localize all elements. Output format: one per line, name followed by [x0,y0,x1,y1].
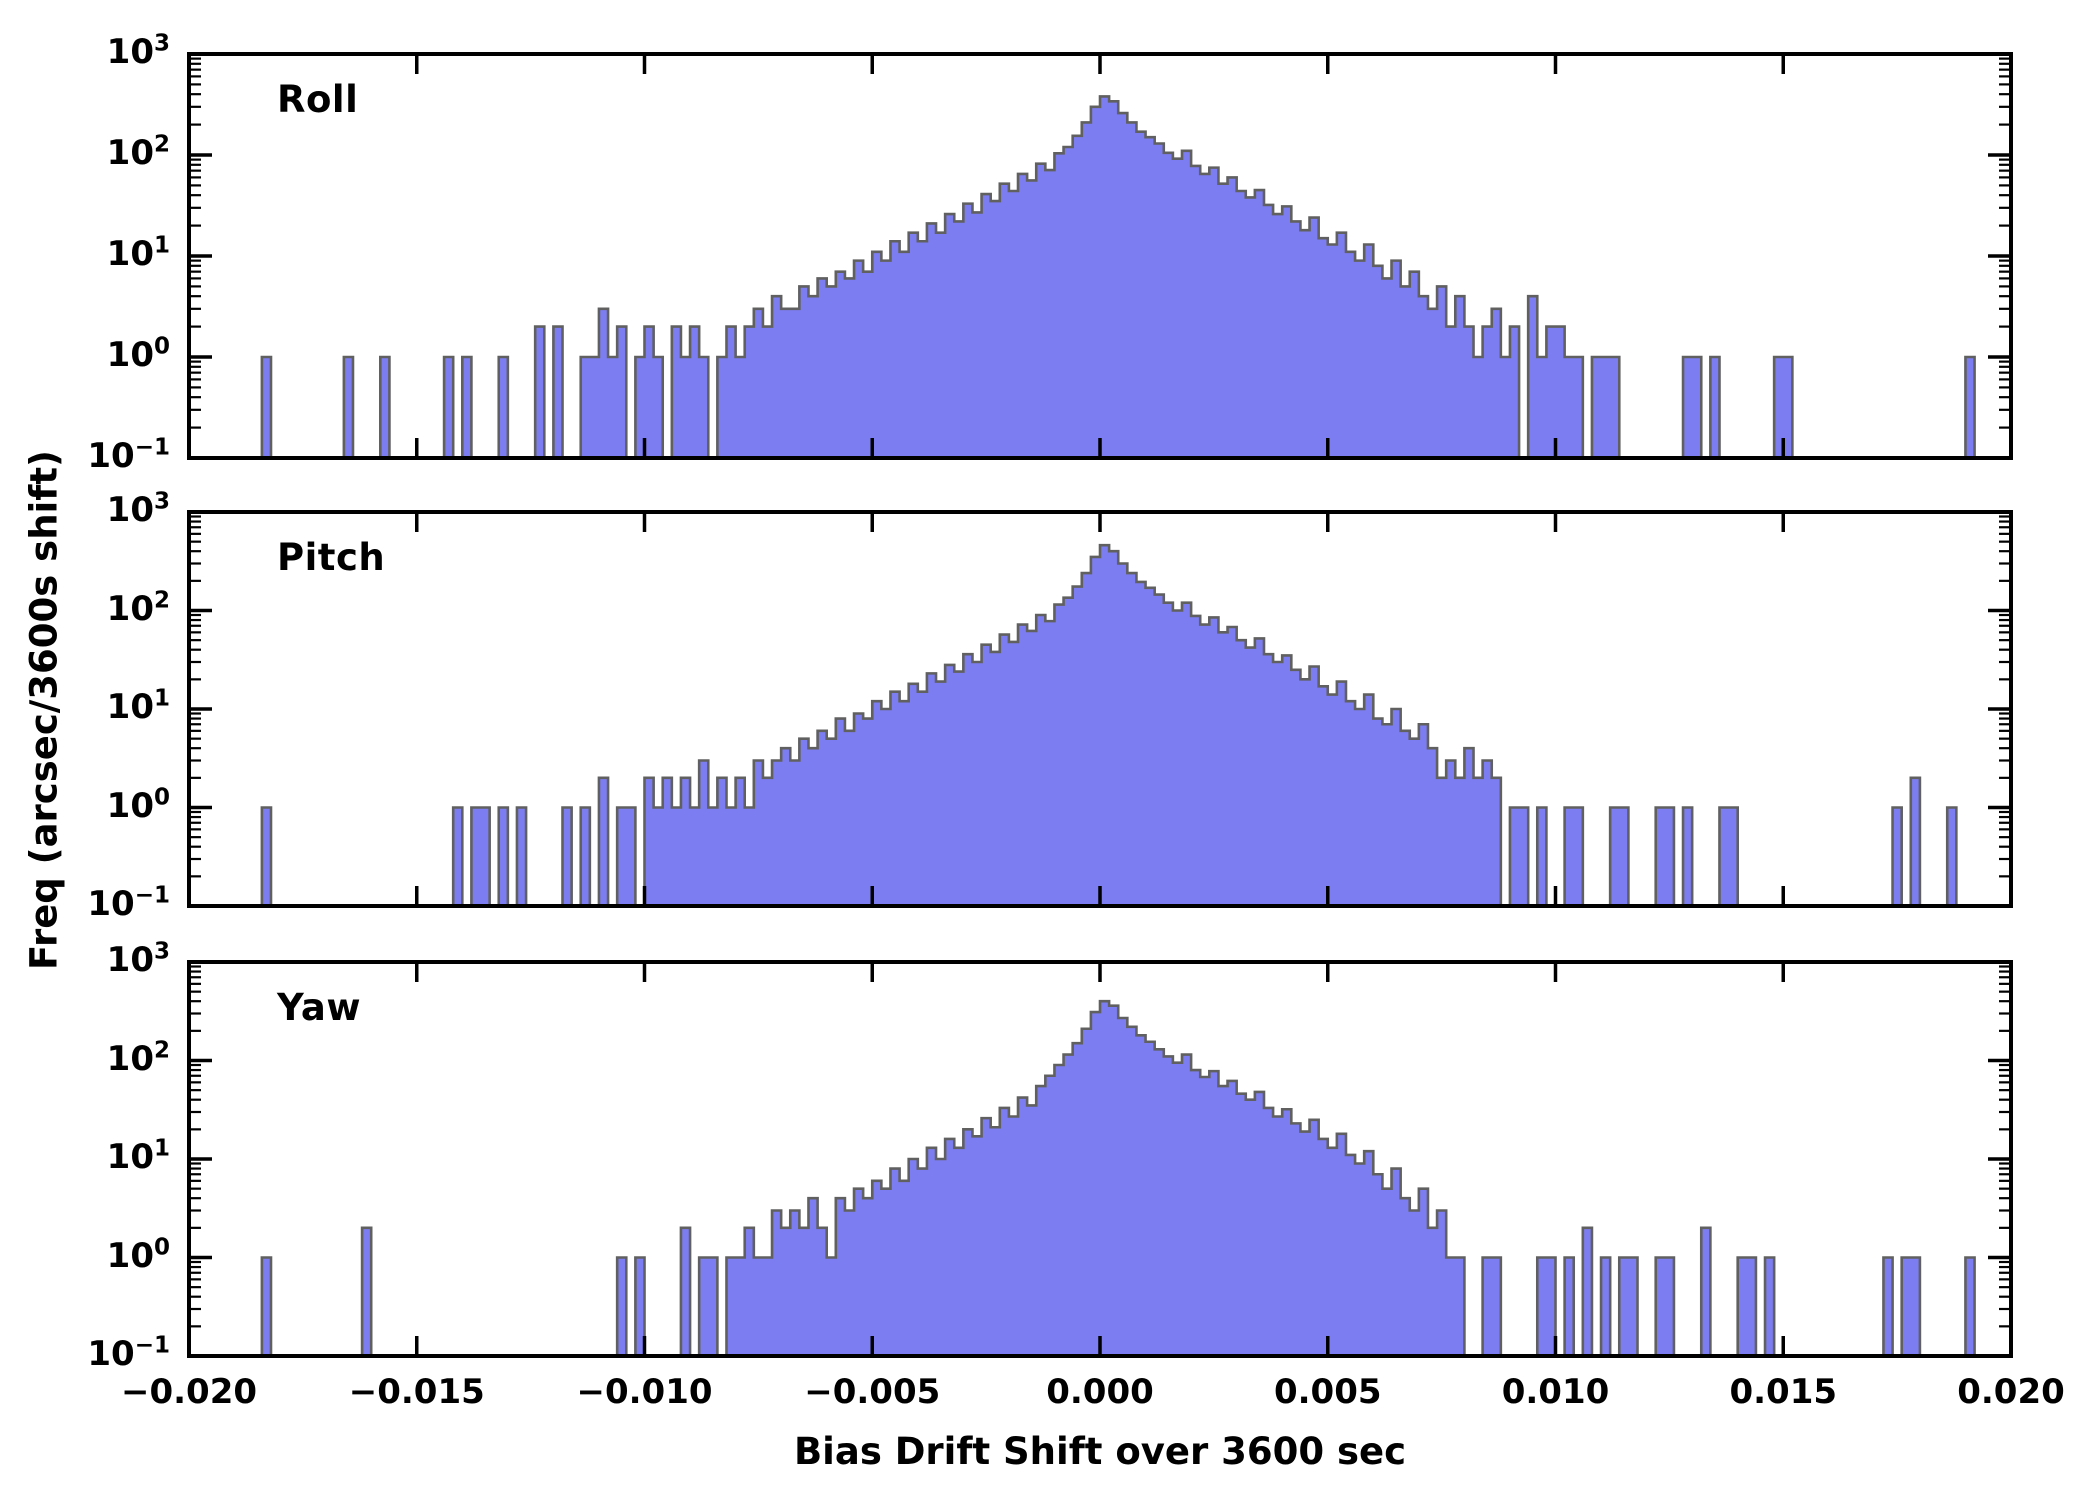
y-tick-label: 103 [106,30,170,72]
x-tick-label: −0.010 [576,1372,713,1412]
x-tick-label: 0.010 [1501,1372,1610,1412]
panel-roll: Roll [187,52,2013,460]
y-tick-label: 100 [106,784,170,826]
y-tick-label: 102 [106,1037,170,1079]
y-tick-label: 102 [106,131,170,173]
x-tick-label: −0.015 [348,1372,485,1412]
x-tick-label: 0.015 [1729,1372,1838,1412]
y-tick-label: 101 [106,685,170,727]
yaw-histogram-plot [187,960,2013,1358]
y-tick-label: 100 [106,1234,170,1276]
y-tick-label: 101 [106,232,170,274]
panel-title-pitch: Pitch [277,536,386,579]
panel-pitch: Pitch [187,510,2013,908]
x-tick-label: −0.005 [804,1372,941,1412]
panel-title-roll: Roll [277,78,359,121]
y-tick-label: 101 [106,1135,170,1177]
x-tick-label: 0.000 [1046,1372,1154,1412]
y-tick-label: 103 [106,488,170,530]
y-tick-label: 100 [106,333,170,375]
panel-yaw: Yaw [187,960,2013,1358]
roll-histogram-plot [187,52,2013,460]
y-tick-label: 10−1 [87,882,170,924]
x-axis-title: Bias Drift Shift over 3600 sec [793,1430,1407,1473]
x-tick-label: 0.020 [1957,1372,2065,1412]
x-tick-label: 0.005 [1273,1372,1382,1412]
y-tick-label: 10−1 [87,434,170,476]
pitch-histogram-plot [187,510,2013,908]
y-tick-label: 103 [106,938,170,980]
y-tick-label: 102 [106,587,170,629]
panel-title-yaw: Yaw [277,986,362,1029]
y-tick-label: 10−1 [87,1332,170,1374]
x-tick-label: −0.020 [120,1372,258,1412]
